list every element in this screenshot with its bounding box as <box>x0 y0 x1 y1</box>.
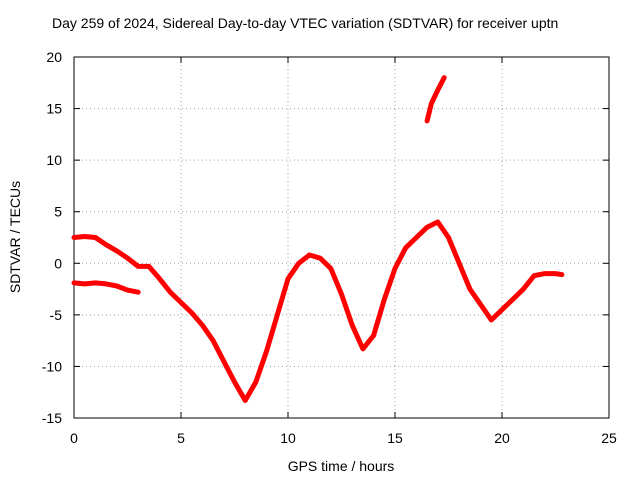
y-tick-label: 20 <box>46 49 62 65</box>
grid-layer <box>74 57 609 418</box>
chart-title: Day 259 of 2024, Sidereal Day-to-day VTE… <box>52 15 558 31</box>
x-tick-label: 10 <box>280 430 296 446</box>
series-line-upper-track <box>71 219 565 403</box>
tick-layer <box>73 56 610 419</box>
y-tick-label: 5 <box>54 204 62 220</box>
x-axis-label: GPS time / hours <box>288 458 395 474</box>
series-line-lower-track <box>71 280 141 295</box>
y-tick-label: -15 <box>42 410 62 426</box>
y-tick-label: 10 <box>46 152 62 168</box>
y-tick-label: -5 <box>50 307 63 323</box>
x-tick-label: 25 <box>601 430 617 446</box>
x-tick-label: 20 <box>494 430 510 446</box>
y-tick-label: 15 <box>46 101 62 117</box>
series-layer <box>71 75 565 403</box>
x-tick-label: 5 <box>177 430 185 446</box>
series-line-offset-track <box>424 75 447 124</box>
y-tick-label: 0 <box>54 255 62 271</box>
x-tick-label: 0 <box>70 430 78 446</box>
y-axis-label: SDTVAR / TECUs <box>7 181 23 293</box>
x-tick-label: 15 <box>387 430 403 446</box>
y-tick-label: -10 <box>42 358 62 374</box>
tick-label-layer: 0 5 10 15 20 25 -15 -10 -5 0 5 10 15 20 <box>42 49 617 446</box>
